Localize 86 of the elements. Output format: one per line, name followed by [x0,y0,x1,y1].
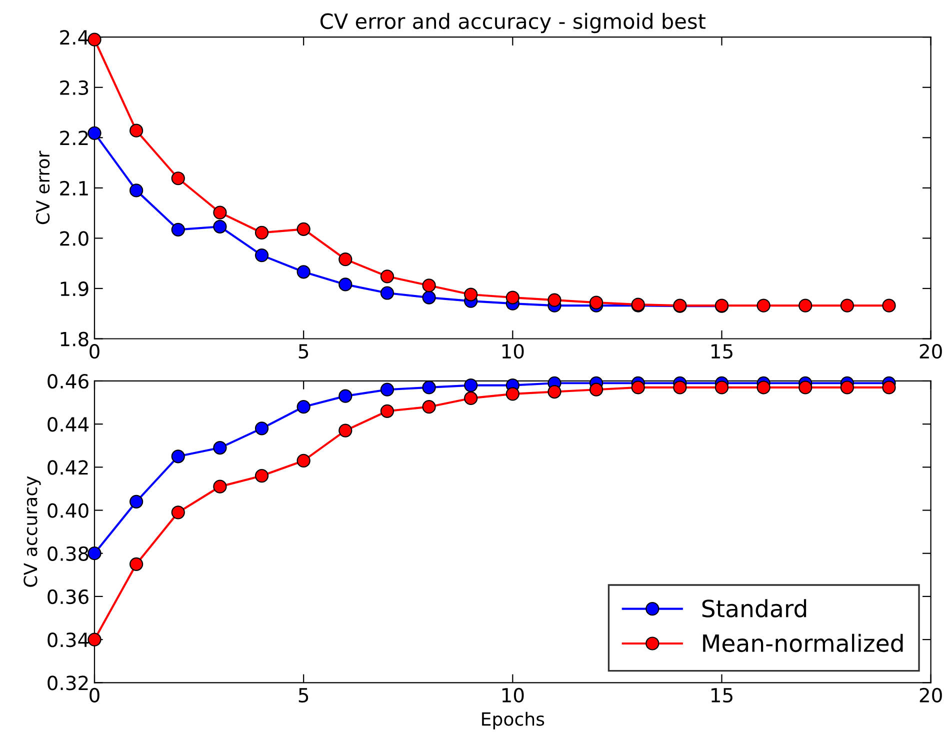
point [213,220,227,234]
x-axis-title: Epochs [482,712,544,730]
point [882,298,896,312]
y-tick-label: 0.38 [48,546,88,562]
point [673,380,687,394]
y-tick-label: 0.42 [48,460,88,475]
x-tick-label: 15 [712,344,732,359]
x-tick-label: 10 [502,688,524,703]
point [130,184,144,198]
point [380,382,394,396]
point [506,290,520,304]
point [756,298,770,312]
point [213,440,227,455]
x-tick-label: 10 [502,344,524,359]
point [130,557,144,571]
y-tick-label: 2.4 [60,30,89,44]
point [589,382,604,396]
y-axis-title: CV accuracy [24,476,41,587]
point [464,288,478,302]
point [171,450,185,464]
point [338,252,352,266]
point [171,222,185,236]
point [88,126,102,140]
x-tick-label: 20 [920,344,942,359]
point [254,468,269,483]
point [798,380,812,394]
point [631,380,645,394]
chart-title: CV error and accuracy - sigmoid best [320,12,706,34]
point [464,391,478,406]
point [380,270,394,284]
y-tick-label: 2.0 [60,231,88,246]
point [380,286,394,300]
point [213,480,227,494]
point [422,400,436,414]
point [254,422,269,436]
point [882,380,896,394]
point [338,278,352,292]
point [756,380,770,394]
point [171,506,185,520]
y-tick-label: 0.34 [48,632,89,648]
point [338,389,352,403]
point [548,293,562,307]
point [840,380,854,394]
y-tick-label: 0.36 [48,589,88,604]
point [213,206,227,220]
point [380,404,394,418]
y-tick-label: 1.9 [60,281,88,296]
y-tick-label: 0.40 [48,503,88,518]
point [714,380,729,394]
point [254,248,269,262]
point [338,424,352,438]
point [548,384,562,399]
legend-label: Standard [702,599,806,618]
point [130,494,144,508]
x-tick-label: 20 [920,688,942,703]
x-tick-label: 5 [298,688,308,703]
point [296,400,310,414]
legend-label: Mean-normalized [703,634,903,652]
x-tick-label: 0 [90,344,100,359]
x-tick-label: 15 [712,688,732,703]
point [296,265,310,279]
point [798,298,812,312]
y-tick-label: 0.32 [48,676,88,690]
point [296,222,310,236]
x-tick-label: 0 [90,688,100,703]
point [422,380,436,394]
point [589,296,604,310]
point [296,454,310,468]
point [88,546,102,560]
point [254,226,269,240]
point [840,298,854,312]
y-tick-label: 0.46 [48,374,88,389]
y-axis-title: CV error [36,150,50,224]
point [506,387,520,401]
point [88,632,102,646]
point [464,378,478,392]
point [422,290,436,304]
x-tick-label: 5 [298,344,308,359]
point [422,278,436,292]
y-tick-label: 2.2 [60,130,88,146]
y-tick-label: 0.44 [48,417,89,432]
point [130,124,144,138]
y-tick-label: 2.3 [60,80,88,96]
y-tick-label: 1.8 [60,332,88,346]
y-tick-label: 2.1 [60,180,88,196]
point [171,172,185,186]
